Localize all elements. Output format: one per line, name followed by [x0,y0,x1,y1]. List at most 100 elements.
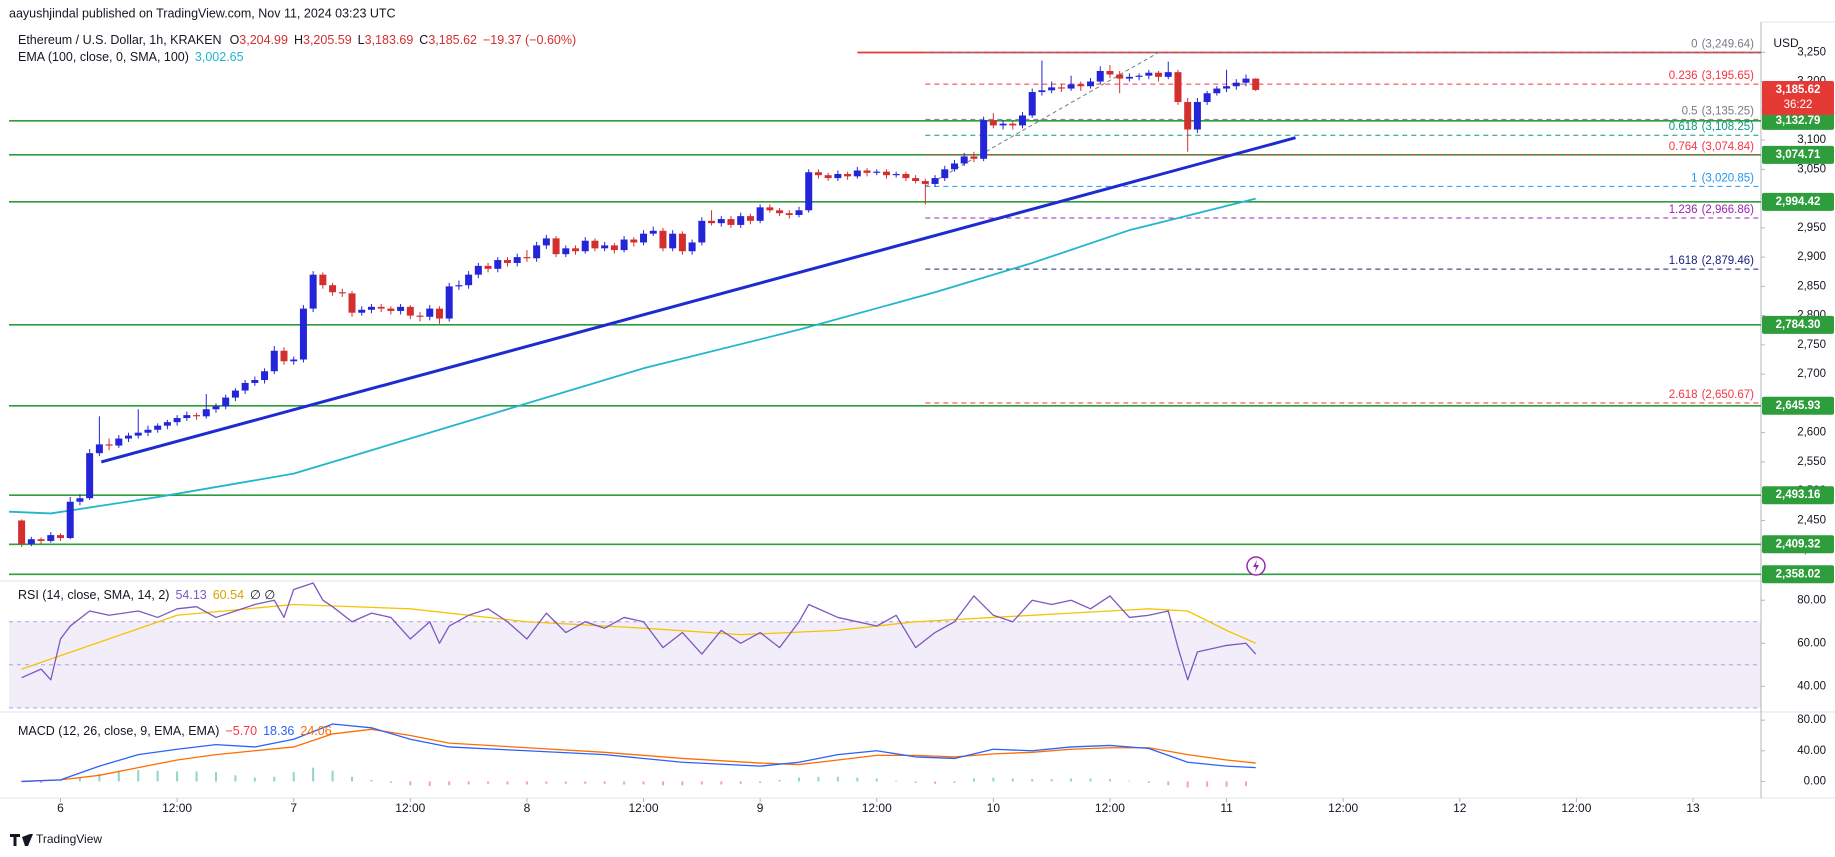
x-tick-label: 12:00 [1561,801,1591,815]
macd-hist-bar [176,771,179,782]
macd-hist-bar [720,781,723,785]
rsi-tick-label: 60.00 [1797,637,1826,649]
candle-body [202,409,210,417]
macd-hist-bar [156,770,159,782]
candle-body [329,285,337,293]
candle-body [523,257,531,259]
candle-body [183,415,191,419]
candle-body [173,418,181,423]
rsi-header: RSI (14, close, SMA, 14, 2) 54.13 60.54 ∅ ∅ [18,588,275,602]
candle-body [241,382,249,391]
macd-hist-bar [1011,778,1014,782]
candle-body [27,539,35,544]
fib-label: 1.618 (2,879.46) [1669,255,1754,267]
macd-hist-bar [351,776,354,782]
candle-body [1155,72,1163,77]
macd-hist-bar [778,779,781,782]
fib-level: 1 [1691,172,1697,184]
macd-hist-bar [312,767,315,782]
candle-body [1145,72,1153,76]
ohlc-key: H [294,33,303,47]
macd-hist-bar [1050,779,1053,782]
last-price-label: 3,185.62 [1776,84,1821,96]
candle-body [319,274,327,286]
ohlc-value: 3,205.59 [303,33,352,47]
symbol-header: Ethereum / U.S. Dollar, 1h, KRAKEN O3,204… [18,33,576,47]
candle-body [562,248,570,255]
candle-body [66,501,74,539]
candle-body [47,535,55,541]
candle-body [1028,92,1036,116]
candle-body [474,265,482,275]
support-badge [1762,111,1834,130]
title: Ethereum / U.S. Dollar, 1h, KRAKEN [18,33,222,47]
candle-body [659,230,667,249]
fib-level: 0.236 [1669,70,1698,82]
candle-body [309,274,317,309]
fib-label: 0.764 (3,074.84) [1669,141,1754,153]
candle-body [805,172,813,211]
candle-body [426,308,434,317]
candle-body [193,415,201,417]
fib-level: 1.236 [1669,204,1698,216]
candle-body [1203,93,1211,103]
candle-body [1048,87,1056,91]
candle-body [115,438,123,446]
fib-label: 1.236 (2,966.86) [1669,204,1754,216]
macd-hist-bar [681,781,684,786]
fib-value: (3,020.85) [1702,172,1755,184]
candle-body [737,216,745,225]
last-price-badge [1762,80,1834,115]
candle-body [533,245,541,259]
fib-level: 2.618 [1669,389,1698,401]
macd-tick-label: 80.00 [1797,714,1826,726]
y-tick-label: 2,700 [1797,368,1826,380]
macd-hist-bar [428,781,431,787]
support-badge-label: 3,132.79 [1776,115,1821,127]
y-tick-label: 2,950 [1797,222,1826,234]
x-tick-label: 12 [1453,801,1467,815]
macd-hist-bar [1206,781,1209,787]
rsi-extra: ∅ ∅ [250,588,275,602]
brand: TradingView [36,832,102,846]
candle-body [669,233,677,249]
candle-body [678,233,686,252]
candle-body [708,220,716,224]
candle-body [18,520,26,544]
candle-body [931,178,939,184]
candle-body [95,444,103,454]
candle-body [824,175,832,179]
ohlc-value: 3,183.69 [365,33,414,47]
fib-label: 0.618 (3,108.25) [1669,121,1754,133]
fib-label: 0.5 (3,135.25) [1682,105,1755,117]
ohlc-key: O [230,33,240,47]
candle-body [921,181,929,184]
macd-hist-bar [448,781,451,786]
candle-body [57,535,65,539]
candle-body [795,210,803,215]
x-tick-label: 9 [757,801,764,815]
candle-body [902,173,910,179]
candle-body [144,429,152,433]
macd-hist-bar [564,781,567,784]
candle-body [1018,115,1026,126]
candle-body [649,230,657,234]
candle-body [1223,86,1231,89]
y-tick-label: 3,050 [1797,163,1826,175]
y-tick-label: 2,750 [1797,339,1826,351]
candle-body [445,286,453,319]
macd-hist-bar [972,778,975,782]
candle-body [960,156,968,164]
x-tick-label: 12:00 [1328,801,1358,815]
x-tick-label: 7 [290,801,297,815]
candle-body [1252,78,1260,90]
candle-body [688,242,696,252]
fib-level: 0 [1691,39,1697,51]
candle-body [1106,70,1114,75]
macd-hist-bar [1108,779,1111,782]
fib-level: 0.764 [1669,141,1698,153]
macd-hist-bar [1089,778,1092,782]
